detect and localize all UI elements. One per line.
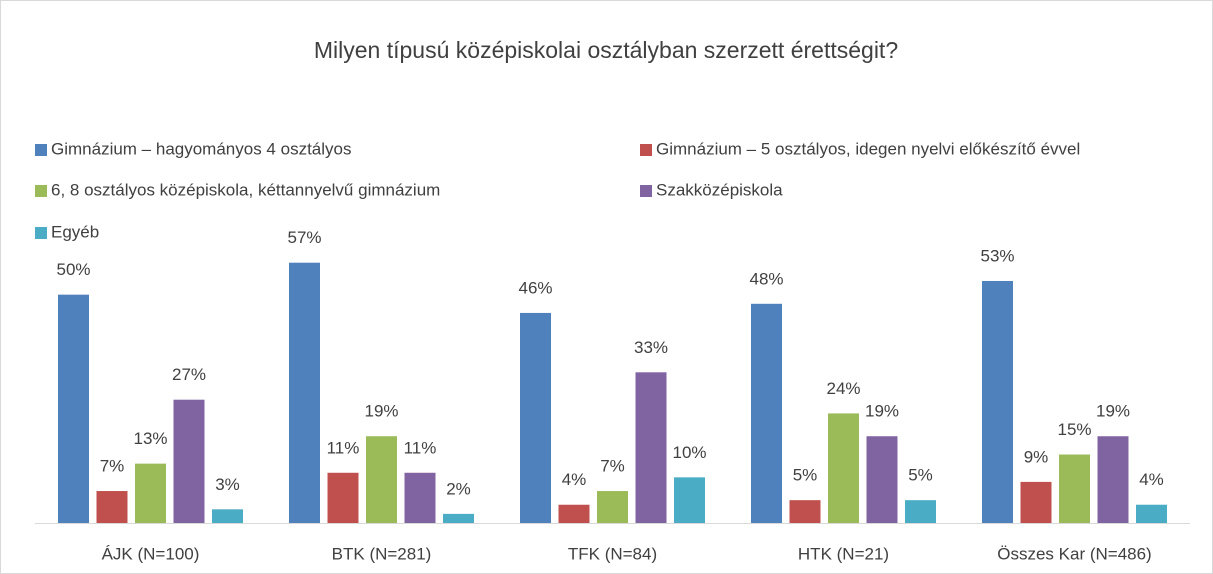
value-label: 46% — [518, 278, 552, 297]
legend-swatch — [640, 185, 652, 197]
x-tick-label: Összes Kar (N=486) — [997, 544, 1151, 563]
value-label: 11% — [327, 438, 360, 457]
value-label: 2% — [446, 479, 471, 498]
value-label: 4% — [1139, 470, 1164, 489]
value-label: 24% — [826, 379, 860, 398]
legend-swatch — [35, 144, 47, 156]
bar — [404, 472, 436, 523]
legend-label: 6, 8 osztályos középiskola, kéttannyelvű… — [51, 180, 440, 199]
value-label: 5% — [793, 466, 818, 485]
bar — [443, 513, 474, 523]
value-label: 15% — [1057, 420, 1091, 439]
bar — [289, 262, 320, 523]
bar — [327, 472, 359, 523]
bar — [558, 504, 590, 523]
legend-label: Szakközépiskola — [656, 180, 783, 199]
bar — [520, 312, 551, 523]
legend-swatch — [35, 227, 47, 239]
bar — [866, 436, 898, 523]
bar — [173, 399, 205, 523]
legend-label: Gimnázium – hagyományos 4 osztályos — [51, 139, 351, 158]
value-label: 50% — [56, 260, 90, 279]
chart-title: Milyen típusú középiskolai osztályban sz… — [314, 37, 898, 63]
value-label: 5% — [908, 466, 933, 485]
value-label: 48% — [749, 269, 783, 288]
bar — [58, 294, 89, 523]
bar — [905, 500, 936, 523]
legend-label: Egyéb — [51, 222, 99, 241]
bar — [828, 413, 859, 523]
legend-swatch — [640, 144, 652, 156]
value-label: 3% — [215, 475, 240, 494]
value-label: 11% — [404, 438, 437, 457]
bar — [635, 372, 667, 523]
value-label: 13% — [133, 429, 167, 448]
bar — [789, 500, 821, 523]
value-label: 57% — [287, 228, 321, 247]
value-label: 7% — [100, 457, 125, 476]
value-label: 27% — [172, 365, 206, 384]
value-label: 7% — [600, 457, 625, 476]
bar — [1136, 504, 1167, 523]
bar — [135, 463, 166, 523]
value-label: 4% — [562, 470, 587, 489]
bar — [96, 491, 128, 523]
legend-swatch — [35, 185, 47, 197]
value-label: 33% — [634, 338, 668, 357]
bar — [751, 303, 782, 523]
value-label: 53% — [980, 246, 1014, 265]
bar — [674, 477, 705, 523]
legend-label: Gimnázium – 5 osztályos, idegen nyelvi e… — [656, 139, 1080, 158]
value-label: 19% — [1096, 402, 1130, 421]
bar — [366, 436, 397, 523]
x-tick-label: TFK (N=84) — [568, 544, 657, 563]
value-label: 19% — [865, 402, 899, 421]
bar — [597, 491, 628, 523]
x-tick-label: ÁJK (N=100) — [102, 544, 200, 563]
bar — [1059, 454, 1090, 523]
bar — [212, 509, 243, 523]
value-label: 19% — [364, 402, 398, 421]
value-label: 10% — [672, 443, 706, 462]
value-label: 9% — [1024, 447, 1049, 466]
bar — [982, 280, 1013, 523]
x-tick-label: BTK (N=281) — [332, 544, 432, 563]
bar — [1020, 481, 1052, 523]
x-tick-label: HTK (N=21) — [798, 544, 889, 563]
bar — [1097, 436, 1129, 523]
